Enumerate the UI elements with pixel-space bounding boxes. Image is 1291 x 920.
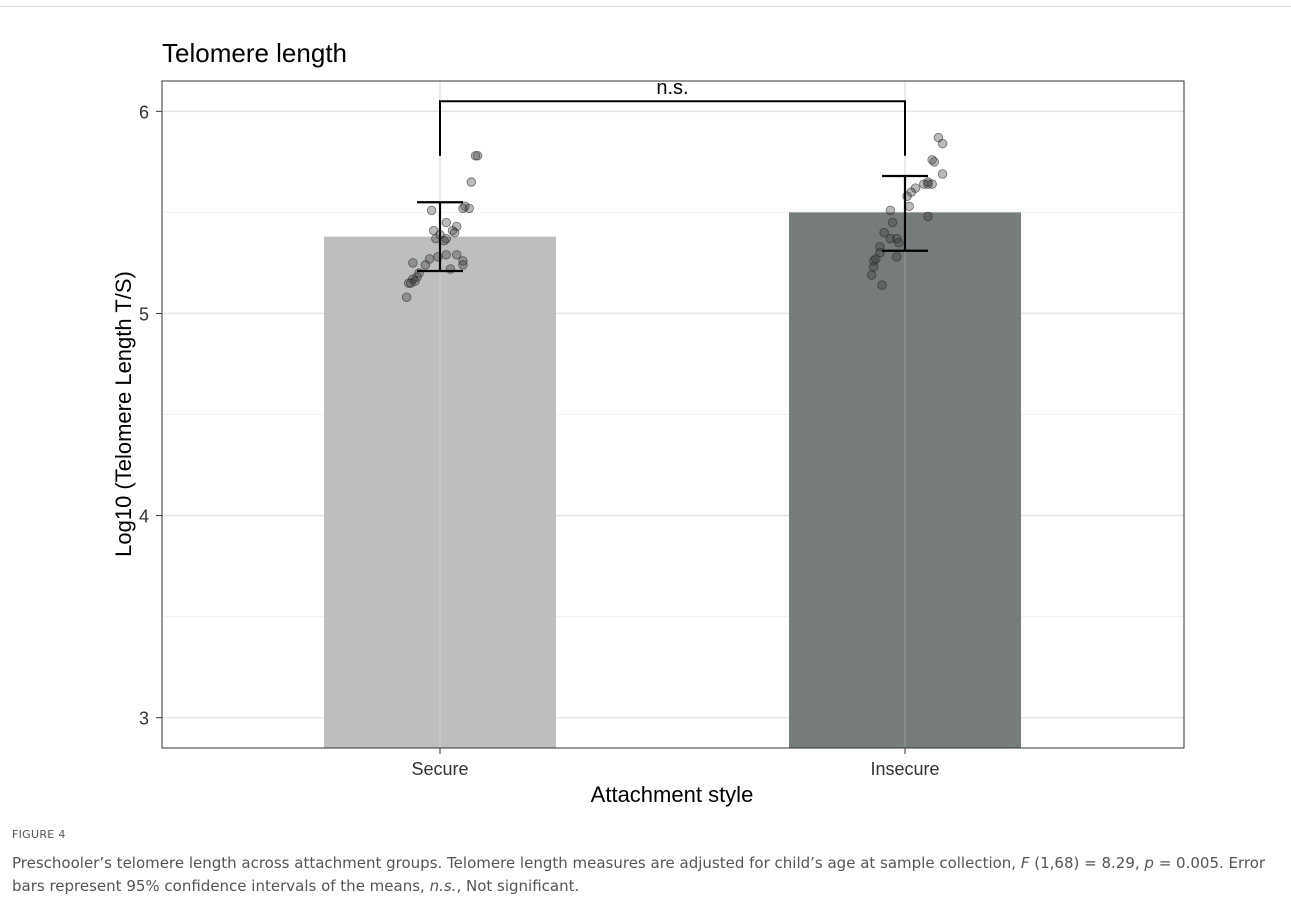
x-tick-label-insecure: Insecure (870, 759, 939, 779)
y-tick-label: 3 (139, 709, 149, 729)
data-point (420, 260, 431, 270)
caption-italic-run: F (1020, 854, 1030, 872)
data-point (866, 270, 877, 280)
data-point (401, 292, 412, 303)
significance-bracket-line (439, 100, 906, 156)
data-point (403, 278, 414, 288)
y-tick-label: 4 (139, 507, 149, 527)
data-point (441, 217, 452, 228)
figure-caption: Preschooler’s telomere length across att… (12, 852, 1277, 898)
bar-insecure (789, 212, 1021, 748)
axes: 3 4 5 6 Secure Insecure (139, 102, 940, 779)
grid-lines (162, 81, 1184, 748)
caption-text-run: = 0.005. Error bars represent 95% confid… (12, 854, 1266, 895)
data-point (904, 201, 914, 212)
figure-label: FIGURE 4 (12, 828, 66, 841)
data-point (458, 260, 468, 270)
data-point (426, 205, 437, 216)
bar-secure (324, 236, 556, 748)
data-point (458, 203, 468, 214)
data-point (923, 179, 933, 189)
chart-title: Telomere length (162, 38, 347, 68)
data-point (929, 157, 939, 167)
figure-frame (0, 6, 1291, 920)
data-point (877, 280, 887, 290)
x-axis-label: Attachment style (591, 782, 754, 807)
data-point (408, 258, 418, 268)
data-point (439, 235, 449, 246)
caption-italic-run: n.s. (429, 877, 457, 895)
data-point (879, 227, 889, 238)
data-point (406, 278, 416, 288)
data-point (891, 252, 902, 262)
significance-bracket: n.s. (439, 77, 906, 156)
caption-text-run: Preschooler’s telomere length across att… (12, 854, 1021, 872)
y-tick-label: 6 (139, 102, 149, 122)
data-point (923, 211, 933, 222)
data-point (885, 205, 896, 216)
x-tick-label-secure: Secure (411, 759, 468, 779)
error-bars (417, 174, 928, 273)
data-point (472, 151, 483, 161)
data-point (441, 250, 452, 260)
caption-italic-run: p (1144, 854, 1154, 872)
data-point (937, 169, 948, 179)
caption-text-run: , Not significant. (456, 877, 580, 895)
data-point (431, 233, 441, 244)
data-points (401, 132, 948, 303)
y-axis-label: Log10 (Telomere Length T/S) (111, 271, 136, 557)
y-tick-label: 5 (139, 304, 149, 324)
data-point (887, 217, 898, 228)
significance-label: n.s. (656, 77, 688, 99)
data-point (868, 262, 879, 272)
bars (324, 212, 1021, 748)
data-point (937, 138, 948, 149)
caption-text-run: (1,68) = 8.29, (1029, 854, 1145, 872)
data-point (470, 151, 481, 161)
data-point (449, 227, 460, 238)
data-point (451, 250, 462, 260)
data-point (893, 237, 904, 248)
data-point (466, 177, 477, 187)
plot-panel-border (161, 80, 1185, 749)
